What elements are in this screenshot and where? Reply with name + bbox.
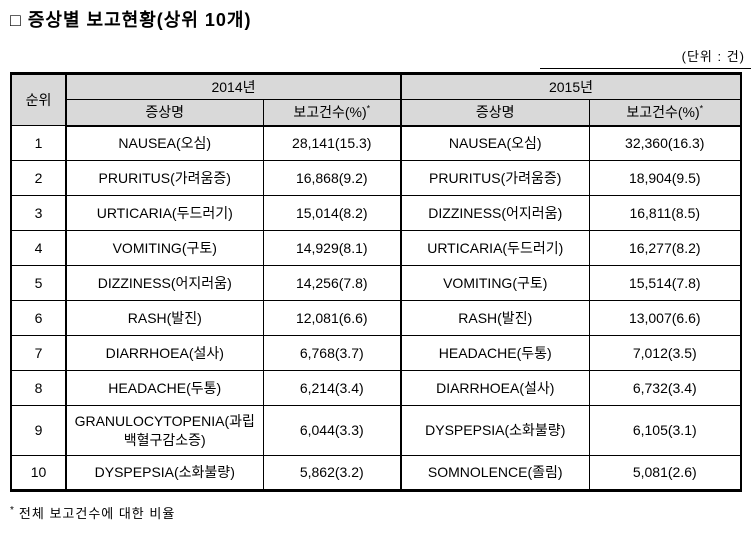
symptom-2014-cell: PRURITUS(가려움증): [65, 160, 264, 196]
count-2014-cell: 6,044(3.3): [262, 405, 402, 456]
symptom-2015-cell: RASH(발진): [400, 300, 590, 336]
table-row: 2 PRURITUS(가려움증) 16,868(9.2) PRURITUS(가려…: [10, 160, 742, 196]
count-2015-cell: 13,007(6.6): [588, 300, 742, 336]
table-row: 8 HEADACHE(두통) 6,214(3.4) DIARRHOEA(설사) …: [10, 370, 742, 406]
count-header-2014-asterisk: *: [366, 103, 371, 114]
year-2014-header: 2014년: [65, 73, 402, 100]
symptom-2015-cell: URTICARIA(두드러기): [400, 230, 590, 266]
count-2014-cell: 14,929(8.1): [262, 230, 402, 266]
count-header-2014: 보고건수(%)*: [262, 99, 402, 127]
table-row: 3 URTICARIA(두드러기) 15,014(8.2) DIZZINESS(…: [10, 195, 742, 231]
table-row: 6 RASH(발진) 12,081(6.6) RASH(발진) 13,007(6…: [10, 300, 742, 336]
footnote: * 전체 보고건수에 대한 비율: [10, 503, 175, 522]
count-2015-cell: 6,732(3.4): [588, 370, 742, 406]
count-2014-cell: 12,081(6.6): [262, 300, 402, 336]
rank-cell: 9: [10, 405, 67, 456]
table-body: 1 NAUSEA(오심) 28,141(15.3) NAUSEA(오심) 32,…: [10, 125, 742, 491]
symptom-2015-cell: DIZZINESS(어지러움): [400, 195, 590, 231]
symptom-2014-cell: DIZZINESS(어지러움): [65, 265, 264, 301]
symptom-header-2014-label: 증상명: [145, 103, 185, 120]
page-title: □ 증상별 보고현황(상위 10개): [10, 10, 252, 30]
count-2014-cell: 15,014(8.2): [262, 195, 402, 231]
count-2015-cell: 18,904(9.5): [588, 160, 742, 196]
count-2015-cell: 16,277(8.2): [588, 230, 742, 266]
symptom-2014-cell: DYSPEPSIA(소화불량): [65, 455, 264, 491]
symptom-2014-cell: URTICARIA(두드러기): [65, 195, 264, 231]
footnote-text: 전체 보고건수에 대한 비율: [18, 506, 176, 521]
symptom-2014-cell: NAUSEA(오심): [65, 125, 264, 161]
count-2015-cell: 15,514(7.8): [588, 265, 742, 301]
count-2014-cell: 14,256(7.8): [262, 265, 402, 301]
symptom-report-table: 순위 2014년 2015년 증상명 보고건수(%)* 증상명 보고건수(%)*…: [10, 72, 742, 492]
symptom-2014-cell: VOMITING(구토): [65, 230, 264, 266]
symptom-2014-cell: RASH(발진): [65, 300, 264, 336]
symptom-header-2014: 증상명: [65, 99, 264, 127]
count-2014-cell: 5,862(3.2): [262, 455, 402, 491]
symptom-2015-cell: VOMITING(구토): [400, 265, 590, 301]
count-2014-cell: 6,214(3.4): [262, 370, 402, 406]
table-row: 9 GRANULOCYTOPENIA(과립백혈구감소증) 6,044(3.3) …: [10, 405, 742, 456]
footnote-asterisk: *: [10, 504, 15, 516]
rank-cell: 5: [10, 265, 67, 301]
count-2015-cell: 6,105(3.1): [588, 405, 742, 456]
symptom-2015-cell: PRURITUS(가려움증): [400, 160, 590, 196]
year-2015-header: 2015년: [400, 73, 742, 100]
count-header-2015-asterisk: *: [699, 103, 704, 114]
symptom-2015-cell: SOMNOLENCE(졸림): [400, 455, 590, 491]
unit-note: (단위 : 건): [540, 46, 751, 69]
count-2015-cell: 32,360(16.3): [588, 125, 742, 161]
count-2014-cell: 28,141(15.3): [262, 125, 402, 161]
symptom-2014-cell: DIARRHOEA(설사): [65, 335, 264, 371]
table-row: 4 VOMITING(구토) 14,929(8.1) URTICARIA(두드러…: [10, 230, 742, 266]
rank-cell: 1: [10, 125, 67, 161]
count-2015-cell: 5,081(2.6): [588, 455, 742, 491]
rank-cell: 4: [10, 230, 67, 266]
symptom-2015-cell: DIARRHOEA(설사): [400, 370, 590, 406]
symptom-2015-cell: NAUSEA(오심): [400, 125, 590, 161]
count-2014-cell: 16,868(9.2): [262, 160, 402, 196]
rank-cell: 10: [10, 455, 67, 491]
rank-cell: 7: [10, 335, 67, 371]
count-2015-cell: 16,811(8.5): [588, 195, 742, 231]
symptom-2014-cell: GRANULOCYTOPENIA(과립백혈구감소증): [65, 405, 264, 456]
rank-cell: 6: [10, 300, 67, 336]
symptom-2015-cell: DYSPEPSIA(소화불량): [400, 405, 590, 456]
table-row: 10 DYSPEPSIA(소화불량) 5,862(3.2) SOMNOLENCE…: [10, 455, 742, 491]
table-row: 1 NAUSEA(오심) 28,141(15.3) NAUSEA(오심) 32,…: [10, 125, 742, 161]
count-header-2014-label: 보고건수(%): [293, 103, 367, 120]
symptom-header-2015-label: 증상명: [475, 103, 515, 120]
count-2015-cell: 7,012(3.5): [588, 335, 742, 371]
symptom-header-2015: 증상명: [400, 99, 590, 127]
rank-cell: 3: [10, 195, 67, 231]
table-row: 7 DIARRHOEA(설사) 6,768(3.7) HEADACHE(두통) …: [10, 335, 742, 371]
count-header-2015: 보고건수(%)*: [588, 99, 742, 127]
rank-column-header: 순위: [10, 73, 67, 126]
count-2014-cell: 6,768(3.7): [262, 335, 402, 371]
symptom-2014-cell: HEADACHE(두통): [65, 370, 264, 406]
rank-cell: 8: [10, 370, 67, 406]
table-row: 5 DIZZINESS(어지러움) 14,256(7.8) VOMITING(구…: [10, 265, 742, 301]
rank-cell: 2: [10, 160, 67, 196]
symptom-2015-cell: HEADACHE(두통): [400, 335, 590, 371]
count-header-2015-label: 보고건수(%): [626, 103, 700, 120]
